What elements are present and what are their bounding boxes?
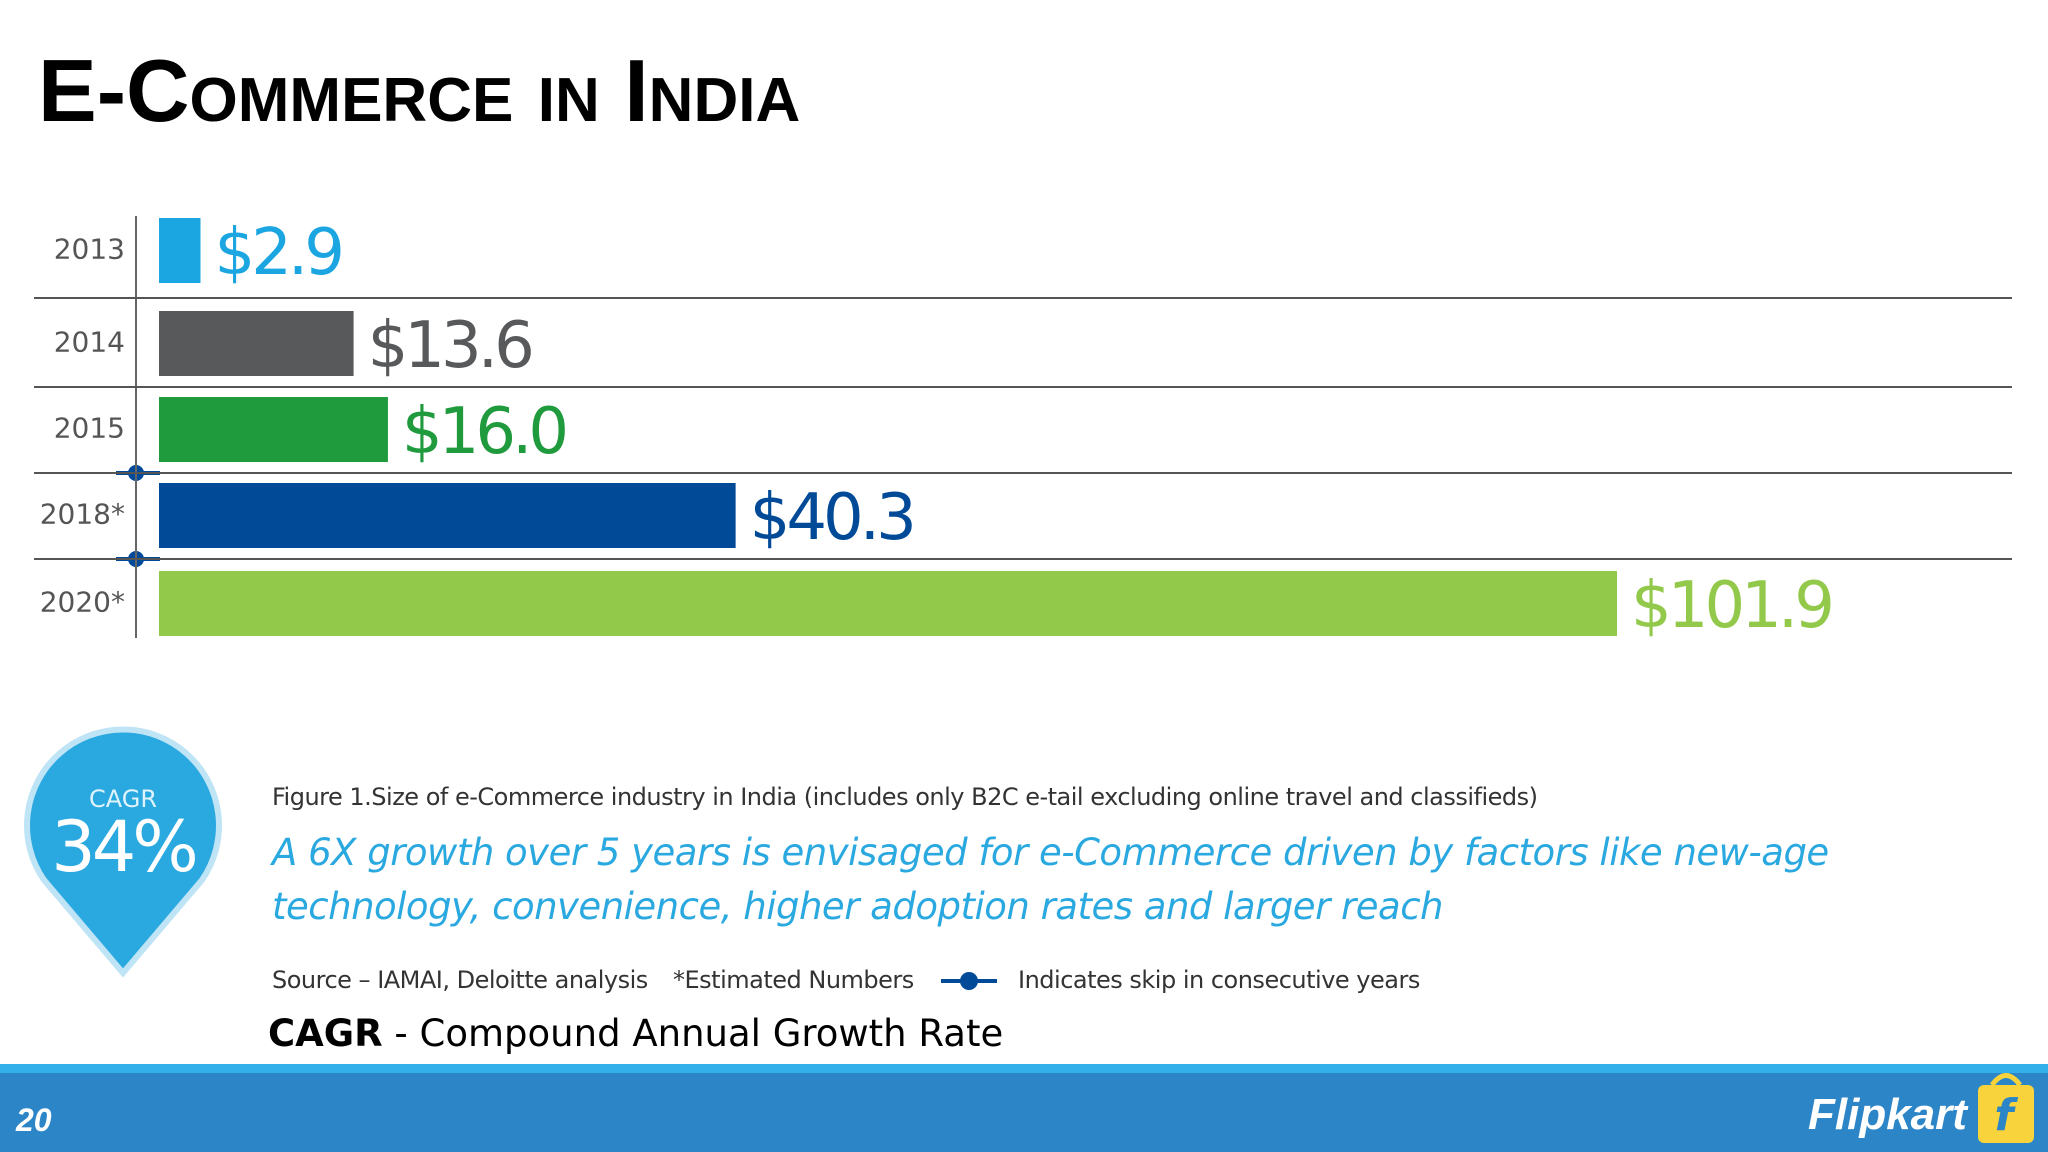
category-label: 2014: [54, 326, 125, 359]
slide-title: E-Commerce in India: [38, 41, 801, 140]
value-label: $2.9: [214, 216, 341, 290]
badge-value: 34%: [51, 806, 195, 888]
source: Source – IAMAI, Deloitte analysis: [272, 966, 648, 994]
value-label: $16.0: [402, 395, 565, 469]
category-label: 2013: [54, 233, 125, 266]
legend-label: Indicates skip in consecutive years: [1018, 966, 1420, 994]
figure-caption: Figure 1.Size of e-Commerce industry in …: [272, 783, 1538, 811]
value-label: $40.3: [750, 481, 913, 555]
logo-icon: f: [1978, 1073, 2034, 1143]
bar: [159, 218, 201, 283]
badge: [24, 726, 222, 978]
category-label: 2018*: [40, 498, 125, 531]
bar: [159, 483, 736, 548]
category-label: 2015: [54, 412, 125, 445]
definition-text: - Compound Annual Growth Rate: [394, 1012, 1004, 1055]
bar: [159, 397, 388, 462]
highlight-text: A 6X growth over 5 years is envisaged fo…: [272, 831, 1829, 928]
value-label: $101.9: [1631, 569, 1831, 643]
definition-term: CAGR: [268, 1012, 383, 1055]
bar: [159, 311, 354, 376]
definition: CAGR - Compound Annual Growth Rate: [268, 1012, 1003, 1055]
footer-strip: [0, 1064, 2048, 1073]
page-number: 20: [16, 1102, 52, 1138]
note: *Estimated Numbers: [673, 966, 914, 994]
brand: Flipkart: [1808, 1090, 1967, 1139]
footer-bar: [0, 1064, 2048, 1152]
badge-label: CAGR: [89, 785, 157, 813]
value-label: $13.6: [368, 309, 532, 383]
bar: [159, 571, 1617, 636]
category-label: 2020*: [40, 586, 125, 619]
